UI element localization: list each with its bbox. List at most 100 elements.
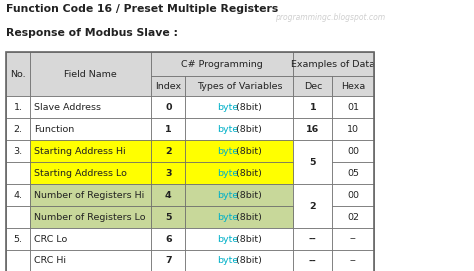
- Text: Dec: Dec: [304, 82, 322, 91]
- Text: byte: byte: [217, 191, 238, 200]
- Bar: [293, 76, 332, 96]
- Text: CRC Lo: CRC Lo: [34, 234, 67, 244]
- Text: byte: byte: [217, 234, 238, 244]
- Text: Index: Index: [155, 82, 182, 91]
- Bar: [185, 250, 293, 271]
- Bar: [151, 184, 185, 206]
- Bar: [151, 96, 185, 118]
- Text: Types of Variables: Types of Variables: [197, 82, 282, 91]
- Bar: [332, 206, 374, 228]
- Text: byte: byte: [217, 125, 238, 134]
- Text: 6: 6: [165, 234, 172, 244]
- Text: 1: 1: [310, 103, 316, 112]
- Text: 7: 7: [165, 256, 172, 266]
- Bar: [185, 96, 293, 118]
- Bar: [293, 228, 332, 250]
- Bar: [6, 52, 374, 271]
- Bar: [6, 184, 30, 206]
- Bar: [293, 250, 332, 271]
- Text: Field Name: Field Name: [64, 70, 117, 79]
- Text: 4: 4: [165, 191, 172, 200]
- Text: 0: 0: [165, 103, 172, 112]
- Bar: [30, 118, 151, 140]
- Bar: [6, 52, 30, 96]
- Text: Response of Modbus Slave :: Response of Modbus Slave :: [6, 28, 178, 38]
- Text: --: --: [309, 256, 317, 266]
- Text: 02: 02: [347, 212, 359, 222]
- Bar: [332, 162, 374, 184]
- Text: 5: 5: [310, 158, 316, 167]
- Text: (8bit): (8bit): [233, 103, 262, 112]
- Bar: [151, 162, 185, 184]
- Bar: [293, 118, 332, 140]
- Text: 00: 00: [347, 191, 359, 200]
- Text: byte: byte: [217, 256, 238, 266]
- Bar: [332, 96, 374, 118]
- Bar: [6, 96, 30, 118]
- Text: CRC Hi: CRC Hi: [34, 256, 66, 266]
- Text: 5: 5: [165, 212, 172, 222]
- Text: No.: No.: [10, 70, 26, 79]
- Bar: [293, 140, 332, 184]
- Bar: [185, 140, 293, 162]
- Bar: [30, 228, 151, 250]
- Text: Starting Address Hi: Starting Address Hi: [34, 147, 125, 156]
- Text: 05: 05: [347, 169, 359, 178]
- Text: 1: 1: [165, 125, 172, 134]
- Bar: [151, 76, 185, 96]
- Text: 01: 01: [347, 103, 359, 112]
- Text: 10: 10: [347, 125, 359, 134]
- Bar: [151, 206, 185, 228]
- Text: 2: 2: [310, 202, 316, 211]
- Bar: [151, 140, 185, 162]
- Text: programmingc.blogspot.com: programmingc.blogspot.com: [275, 13, 385, 22]
- Bar: [6, 162, 30, 184]
- Bar: [30, 96, 151, 118]
- Text: 5.: 5.: [14, 234, 22, 244]
- Text: (8bit): (8bit): [233, 147, 262, 156]
- Text: Function Code 16 / Preset Multiple Registers: Function Code 16 / Preset Multiple Regis…: [6, 4, 278, 14]
- Bar: [30, 206, 151, 228]
- Text: (8bit): (8bit): [233, 191, 262, 200]
- Bar: [6, 250, 30, 271]
- Bar: [30, 140, 151, 162]
- Bar: [185, 206, 293, 228]
- Text: Function: Function: [34, 125, 74, 134]
- Text: (8bit): (8bit): [233, 234, 262, 244]
- Bar: [332, 140, 374, 162]
- Text: 3: 3: [165, 169, 172, 178]
- Bar: [185, 228, 293, 250]
- Bar: [293, 52, 374, 76]
- Text: (8bit): (8bit): [233, 212, 262, 222]
- Bar: [185, 118, 293, 140]
- Bar: [293, 184, 332, 228]
- Text: Starting Address Lo: Starting Address Lo: [34, 169, 127, 178]
- Bar: [151, 118, 185, 140]
- Text: 3.: 3.: [13, 147, 23, 156]
- Text: 4.: 4.: [14, 191, 22, 200]
- Text: (8bit): (8bit): [233, 125, 262, 134]
- Bar: [332, 76, 374, 96]
- Text: Examples of Data: Examples of Data: [292, 60, 375, 69]
- Text: Number of Registers Hi: Number of Registers Hi: [34, 191, 144, 200]
- Text: --: --: [349, 234, 356, 244]
- Text: 16: 16: [306, 125, 319, 134]
- Bar: [185, 162, 293, 184]
- Bar: [332, 250, 374, 271]
- Text: --: --: [309, 234, 317, 244]
- Text: --: --: [349, 256, 356, 266]
- Text: Number of Registers Lo: Number of Registers Lo: [34, 212, 145, 222]
- Text: 1.: 1.: [14, 103, 22, 112]
- Bar: [30, 162, 151, 184]
- Text: 2.: 2.: [14, 125, 22, 134]
- Text: Slave Address: Slave Address: [34, 103, 100, 112]
- Text: (8bit): (8bit): [233, 256, 262, 266]
- Bar: [185, 76, 293, 96]
- Bar: [30, 52, 151, 96]
- Bar: [6, 206, 30, 228]
- Bar: [30, 184, 151, 206]
- Bar: [332, 118, 374, 140]
- Bar: [30, 250, 151, 271]
- Text: (8bit): (8bit): [233, 169, 262, 178]
- Text: Hexa: Hexa: [341, 82, 365, 91]
